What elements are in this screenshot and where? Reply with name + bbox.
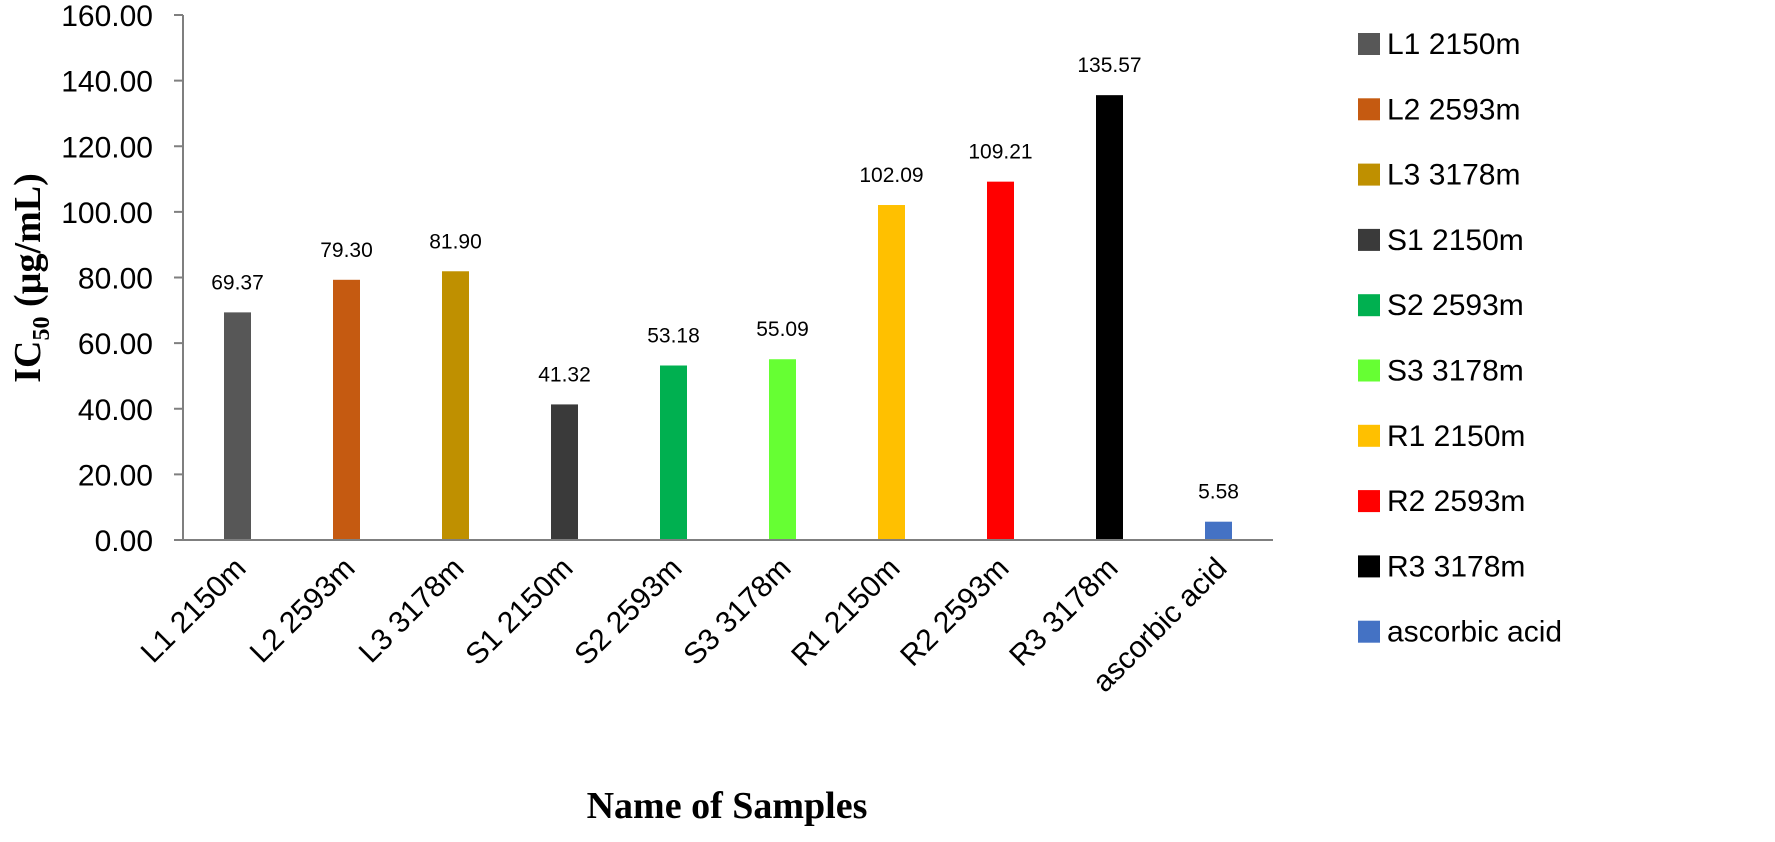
- legend-swatch: [1358, 98, 1380, 121]
- x-tick-label: L3 3178m: [353, 552, 471, 670]
- y-axis-title-unit: (µg/mL): [7, 173, 49, 316]
- y-tick-label: 140.00: [61, 66, 153, 99]
- data-label: 53.18: [647, 325, 700, 348]
- y-tick-label: 60.00: [78, 328, 153, 361]
- legend-swatch: [1358, 424, 1380, 447]
- data-label: 5.58: [1198, 481, 1239, 504]
- y-tick-label: 100.00: [61, 197, 153, 230]
- legend-swatch: [1358, 620, 1380, 643]
- legend-label: R2 2593m: [1387, 485, 1525, 518]
- data-label: 135.57: [1077, 54, 1141, 77]
- y-tick-label: 160.00: [61, 0, 153, 33]
- bars: [224, 95, 1232, 540]
- data-label: 79.30: [320, 239, 373, 262]
- data-label: 69.37: [211, 271, 264, 294]
- x-tick-label: L1 2150m: [135, 552, 253, 670]
- data-label: 102.09: [859, 164, 923, 187]
- bar: [1096, 95, 1123, 540]
- legend-label: S1 2150m: [1387, 224, 1524, 257]
- legend-label: L2 2593m: [1387, 93, 1520, 126]
- bar: [224, 312, 251, 540]
- legend-label: S2 2593m: [1387, 289, 1524, 322]
- legend-swatch: [1358, 555, 1380, 578]
- y-tick-label: 80.00: [78, 263, 153, 296]
- legend: L1 2150m L2 2593m L3 3178m S1 2150m S2 2593m…: [1358, 28, 1562, 649]
- x-tick-label: R2 2593m: [894, 552, 1015, 673]
- bar: [769, 359, 796, 540]
- y-axis-ticks: 0.00 20.00 40.00 60.00 80.00 100.00 120.00 140.…: [61, 0, 183, 558]
- x-tick-label: S2 2593m: [568, 552, 688, 672]
- y-tick-label: 0.00: [95, 525, 153, 558]
- bar: [442, 271, 469, 540]
- legend-label: R1 2150m: [1387, 420, 1525, 453]
- data-label: 81.90: [429, 230, 482, 253]
- y-tick-label: 40.00: [78, 394, 153, 427]
- y-tick-label: 20.00: [78, 459, 153, 492]
- bar: [987, 181, 1014, 540]
- legend-swatch: [1358, 490, 1380, 513]
- legend-label: L1 2150m: [1387, 28, 1520, 61]
- y-axis-title-main: IC: [7, 341, 49, 383]
- x-tick-label: S1 2150m: [459, 552, 579, 672]
- legend-label: S3 3178m: [1387, 355, 1524, 388]
- legend-swatch: [1358, 294, 1380, 317]
- legend-swatch: [1358, 163, 1380, 186]
- legend-swatch: [1358, 359, 1380, 382]
- x-tick-label: R1 2150m: [785, 552, 906, 673]
- data-label: 109.21: [968, 141, 1032, 164]
- bar: [878, 205, 905, 540]
- data-label: 55.09: [756, 318, 809, 341]
- x-axis-title: Name of Samples: [587, 785, 868, 827]
- y-axis-title: IC50 (µg/mL): [7, 173, 55, 383]
- bar: [333, 279, 360, 540]
- legend-swatch: [1358, 33, 1380, 55]
- bar: [660, 365, 687, 540]
- legend-label: R3 3178m: [1387, 550, 1525, 583]
- x-tick-label: S3 3178m: [677, 552, 797, 672]
- y-axis-title-subscript: 50: [29, 317, 55, 341]
- data-labels: 69.37 79.30 81.90 41.32 53.18 55.09 102.09 109.…: [211, 54, 1239, 504]
- bar: [551, 404, 578, 540]
- y-tick-label: 120.00: [61, 131, 153, 164]
- x-tick-label: L2 2593m: [244, 552, 362, 670]
- legend-swatch: [1358, 228, 1380, 251]
- data-label: 41.32: [538, 363, 591, 386]
- legend-label: L3 3178m: [1387, 159, 1520, 192]
- legend-label: ascorbic acid: [1387, 616, 1562, 649]
- bar: [1205, 521, 1232, 540]
